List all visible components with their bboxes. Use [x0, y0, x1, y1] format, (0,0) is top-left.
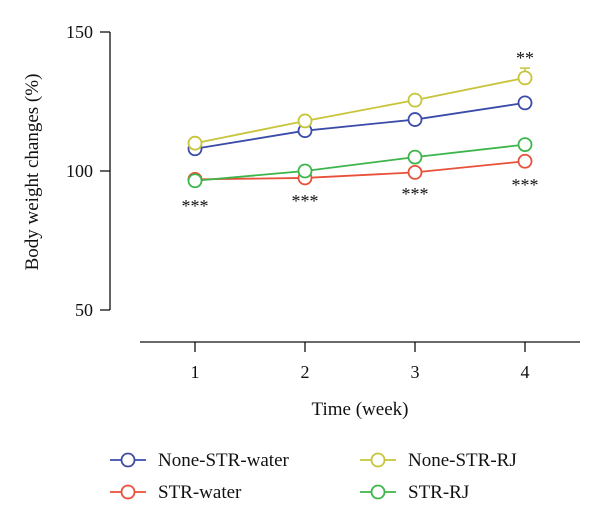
significance-marker: *** — [182, 196, 209, 216]
data-point — [407, 164, 423, 180]
legend-label: STR-RJ — [408, 482, 469, 503]
data-point — [297, 163, 313, 179]
legend-item: STR-water — [110, 482, 242, 503]
x-tick-label: 3 — [411, 362, 420, 382]
series-none-str-rj — [187, 67, 533, 151]
series-none-str-water — [187, 95, 533, 157]
data-point — [297, 113, 313, 129]
data-point — [187, 173, 203, 189]
axes: 50 100 150 1 2 3 4 — [66, 22, 580, 382]
legend-label: None-STR-water — [158, 450, 290, 471]
significance-marker: *** — [292, 191, 319, 211]
legend-marker — [370, 452, 386, 468]
series-str-rj — [187, 137, 533, 189]
legend-marker — [120, 484, 136, 500]
y-tick-label: 100 — [66, 161, 93, 181]
significance-marker: *** — [402, 184, 429, 204]
significance-marker: ** — [516, 48, 534, 68]
x-tick-label: 2 — [301, 362, 310, 382]
legend: None-STR-water None-STR-RJ STR-water STR-RJ — [110, 450, 517, 503]
series-line — [194, 143, 526, 182]
x-axis-title: Time (week) — [312, 399, 409, 420]
series-str-water — [187, 153, 533, 187]
legend-marker — [120, 452, 136, 468]
data-point — [517, 70, 533, 86]
data-point — [407, 112, 423, 127]
y-tick-label: 50 — [75, 300, 93, 320]
legend-item: STR-RJ — [360, 482, 469, 503]
series-line — [194, 76, 526, 145]
data-point — [517, 95, 533, 111]
legend-item: None-STR-RJ — [360, 450, 517, 471]
legend-label: STR-water — [158, 482, 242, 503]
series-layer — [187, 67, 533, 189]
data-point — [517, 153, 533, 169]
series-line — [194, 160, 526, 181]
data-point — [517, 137, 533, 152]
series-line — [194, 102, 526, 150]
y-tick-label: 150 — [66, 22, 93, 42]
significance-marker: *** — [512, 175, 539, 195]
annotation-layer: *** *** *** ***** — [182, 48, 539, 216]
x-tick-label: 4 — [521, 362, 530, 382]
x-tick-label: 1 — [191, 362, 200, 382]
legend-item: None-STR-water — [110, 450, 290, 471]
legend-marker — [370, 484, 386, 500]
legend-label: None-STR-RJ — [408, 450, 517, 471]
data-point — [407, 149, 423, 165]
data-point — [187, 135, 203, 151]
data-point — [407, 92, 423, 108]
y-axis-title: Body weight changes (%) — [22, 74, 43, 271]
